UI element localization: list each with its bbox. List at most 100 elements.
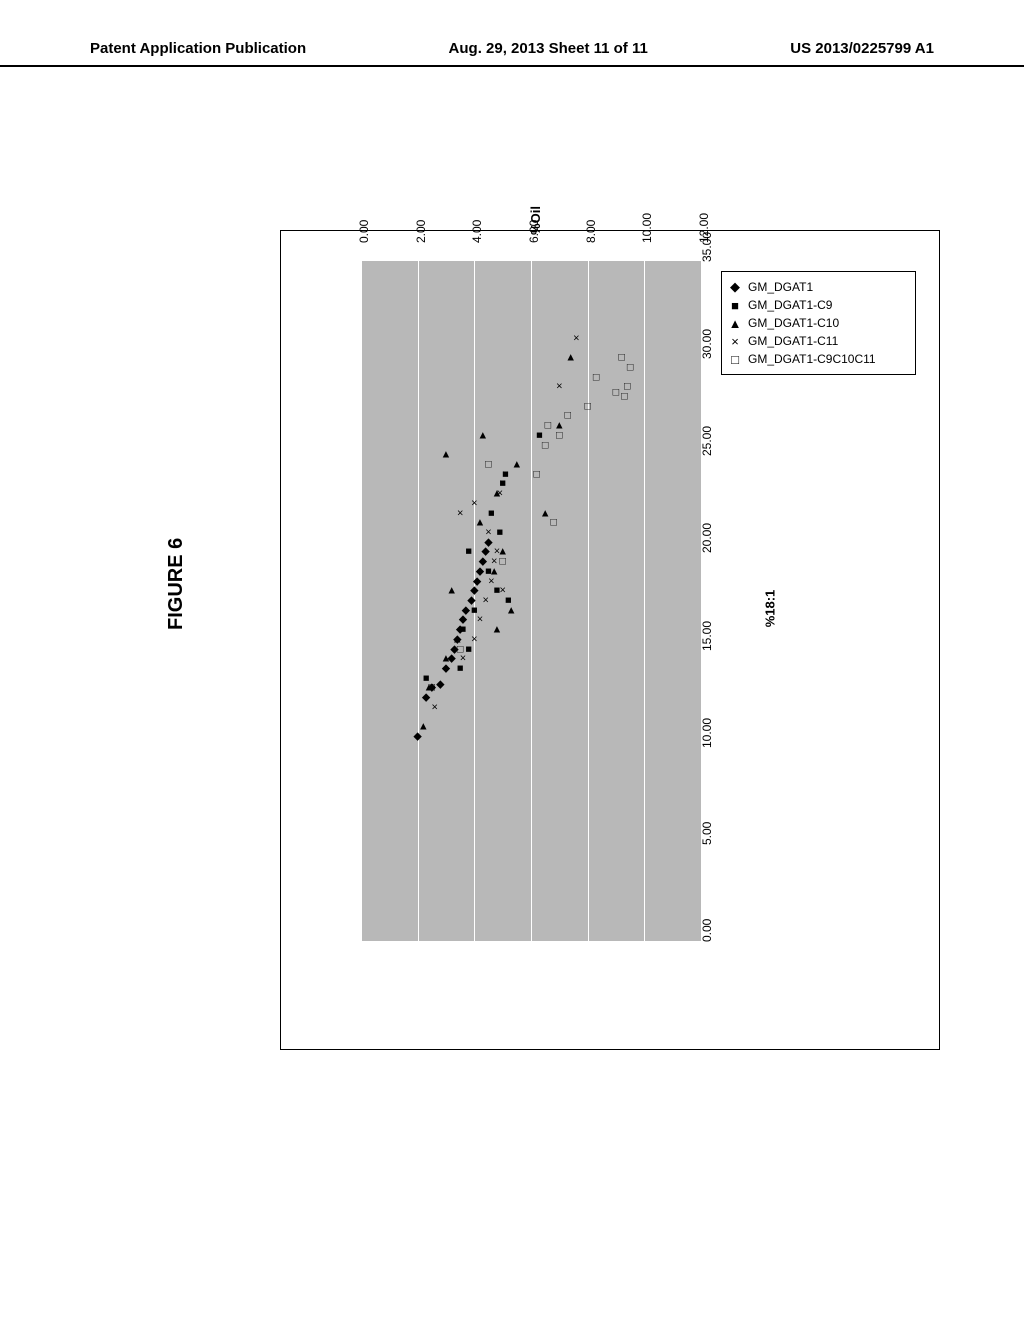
legend-label: GM_DGAT1-C11 — [748, 334, 838, 348]
gridline — [644, 261, 645, 941]
xtick-label: 0.00 — [700, 919, 714, 942]
data-point: × — [499, 586, 505, 597]
data-point: ◆ — [413, 732, 421, 743]
legend-row: ▲ GM_DGAT1-C10 — [728, 314, 909, 332]
chart-container: 0.002.004.006.008.0010.0012.000.005.0010… — [280, 230, 940, 1050]
data-point: × — [482, 596, 488, 607]
data-point: × — [497, 489, 503, 500]
header-left: Patent Application Publication — [90, 40, 306, 57]
data-point: ■ — [497, 528, 504, 539]
data-point: ▲ — [511, 460, 522, 471]
xtick-label: 30.00 — [700, 329, 714, 359]
data-point: × — [556, 382, 562, 393]
legend-marker-icon: □ — [728, 352, 742, 366]
legend-row: ■ GM_DGAT1-C9 — [728, 296, 909, 314]
data-point: × — [471, 634, 477, 645]
legend-label: GM_DGAT1-C10 — [748, 316, 839, 330]
chart-inner: 0.002.004.006.008.0010.0012.000.005.0010… — [301, 251, 919, 1029]
data-point: ◆ — [484, 537, 492, 548]
data-point: ▲ — [446, 586, 457, 597]
legend-marker-icon: ■ — [728, 298, 742, 312]
legend-marker-icon: ▲ — [728, 316, 742, 330]
xtick-label: 25.00 — [700, 426, 714, 456]
data-point: × — [488, 576, 494, 587]
data-point: ▲ — [492, 625, 503, 636]
header-center: Aug. 29, 2013 Sheet 11 of 11 — [449, 40, 648, 57]
data-point: × — [502, 469, 508, 480]
data-point: □ — [627, 362, 634, 373]
gridline — [418, 261, 419, 941]
xtick-label: 20.00 — [700, 523, 714, 553]
data-point: □ — [556, 430, 563, 441]
data-point: □ — [584, 401, 591, 412]
data-point: × — [491, 557, 497, 568]
data-point: □ — [499, 557, 506, 568]
header-right: US 2013/0225799 A1 — [790, 40, 934, 57]
data-point: ▲ — [441, 450, 452, 461]
chart-legend: ◆ GM_DGAT1 ■ GM_DGAT1-C9 ▲ GM_DGAT1-C10 × GM_DG… — [721, 271, 916, 375]
data-point: ◆ — [462, 605, 470, 616]
data-point: ▲ — [506, 605, 517, 616]
data-point: □ — [621, 392, 628, 403]
data-point: ◆ — [481, 547, 489, 558]
gridline — [361, 261, 362, 941]
data-point: □ — [550, 518, 557, 529]
data-point: × — [460, 654, 466, 665]
xtick-label: 15.00 — [700, 621, 714, 651]
data-point: □ — [429, 683, 436, 694]
x-axis-label: %18:1 — [762, 590, 777, 628]
data-point: □ — [613, 388, 620, 399]
data-point: × — [431, 702, 437, 713]
data-point: × — [573, 333, 579, 344]
ytick-label: 10.00 — [640, 213, 654, 243]
data-point: ■ — [457, 664, 464, 675]
xtick-label: 10.00 — [700, 718, 714, 748]
legend-row: ◆ GM_DGAT1 — [728, 278, 909, 296]
data-point: □ — [565, 411, 572, 422]
data-point: □ — [624, 382, 631, 393]
legend-marker-icon: ◆ — [728, 280, 742, 294]
page-header: Patent Application Publication Aug. 29, … — [0, 40, 1024, 67]
data-point: □ — [485, 460, 492, 471]
data-point: ▲ — [540, 508, 551, 519]
legend-label: GM_DGAT1-C9 — [748, 298, 832, 312]
data-point: ◆ — [476, 566, 484, 577]
data-point: × — [477, 615, 483, 626]
plot-area: 0.002.004.006.008.0010.0012.000.005.0010… — [361, 261, 701, 941]
data-point: ■ — [465, 644, 472, 655]
data-point: □ — [593, 372, 600, 383]
data-point: □ — [533, 469, 540, 480]
data-point: ■ — [488, 508, 495, 519]
legend-label: GM_DGAT1 — [748, 280, 813, 294]
ytick-label: 2.00 — [414, 220, 428, 243]
legend-row: × GM_DGAT1-C11 — [728, 332, 909, 350]
data-point: ◆ — [473, 576, 481, 587]
xtick-label: 5.00 — [700, 821, 714, 844]
data-point: ▲ — [477, 430, 488, 441]
ytick-label: 8.00 — [584, 220, 598, 243]
data-point: ◆ — [422, 693, 430, 704]
data-point: □ — [457, 644, 464, 655]
data-point: ▲ — [441, 654, 452, 665]
data-point: ▲ — [475, 518, 486, 529]
xtick-label: 35.00 — [700, 232, 714, 262]
data-point: ▲ — [565, 353, 576, 364]
data-point: □ — [618, 353, 625, 364]
data-point: □ — [542, 440, 549, 451]
data-point: ▲ — [418, 722, 429, 733]
legend-marker-icon: × — [728, 334, 742, 348]
y-axis-label: %Oil — [528, 206, 543, 235]
data-point: × — [457, 508, 463, 519]
data-point: ◆ — [436, 679, 444, 690]
legend-label: GM_DGAT1-C9C10C11 — [748, 352, 876, 366]
data-point: □ — [545, 421, 552, 432]
figure-title: FIGURE 6 — [165, 538, 188, 630]
data-point: × — [485, 528, 491, 539]
gridline — [588, 261, 589, 941]
data-point: × — [499, 479, 505, 490]
legend-row: □ GM_DGAT1-C9C10C11 — [728, 350, 909, 368]
ytick-label: 0.00 — [357, 220, 371, 243]
gridline — [531, 261, 532, 941]
ytick-label: 4.00 — [470, 220, 484, 243]
data-point: ◆ — [470, 586, 478, 597]
